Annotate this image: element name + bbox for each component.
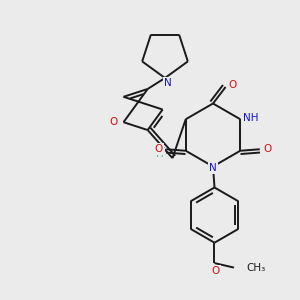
- Text: CH₃: CH₃: [247, 262, 266, 273]
- Text: H: H: [156, 149, 164, 159]
- Text: O: O: [154, 144, 163, 154]
- Text: O: O: [212, 266, 220, 276]
- Text: O: O: [110, 117, 118, 127]
- Text: N: N: [209, 163, 217, 173]
- Text: N: N: [164, 77, 171, 88]
- Text: NH: NH: [243, 113, 259, 123]
- Text: O: O: [263, 144, 272, 154]
- Text: O: O: [228, 80, 236, 90]
